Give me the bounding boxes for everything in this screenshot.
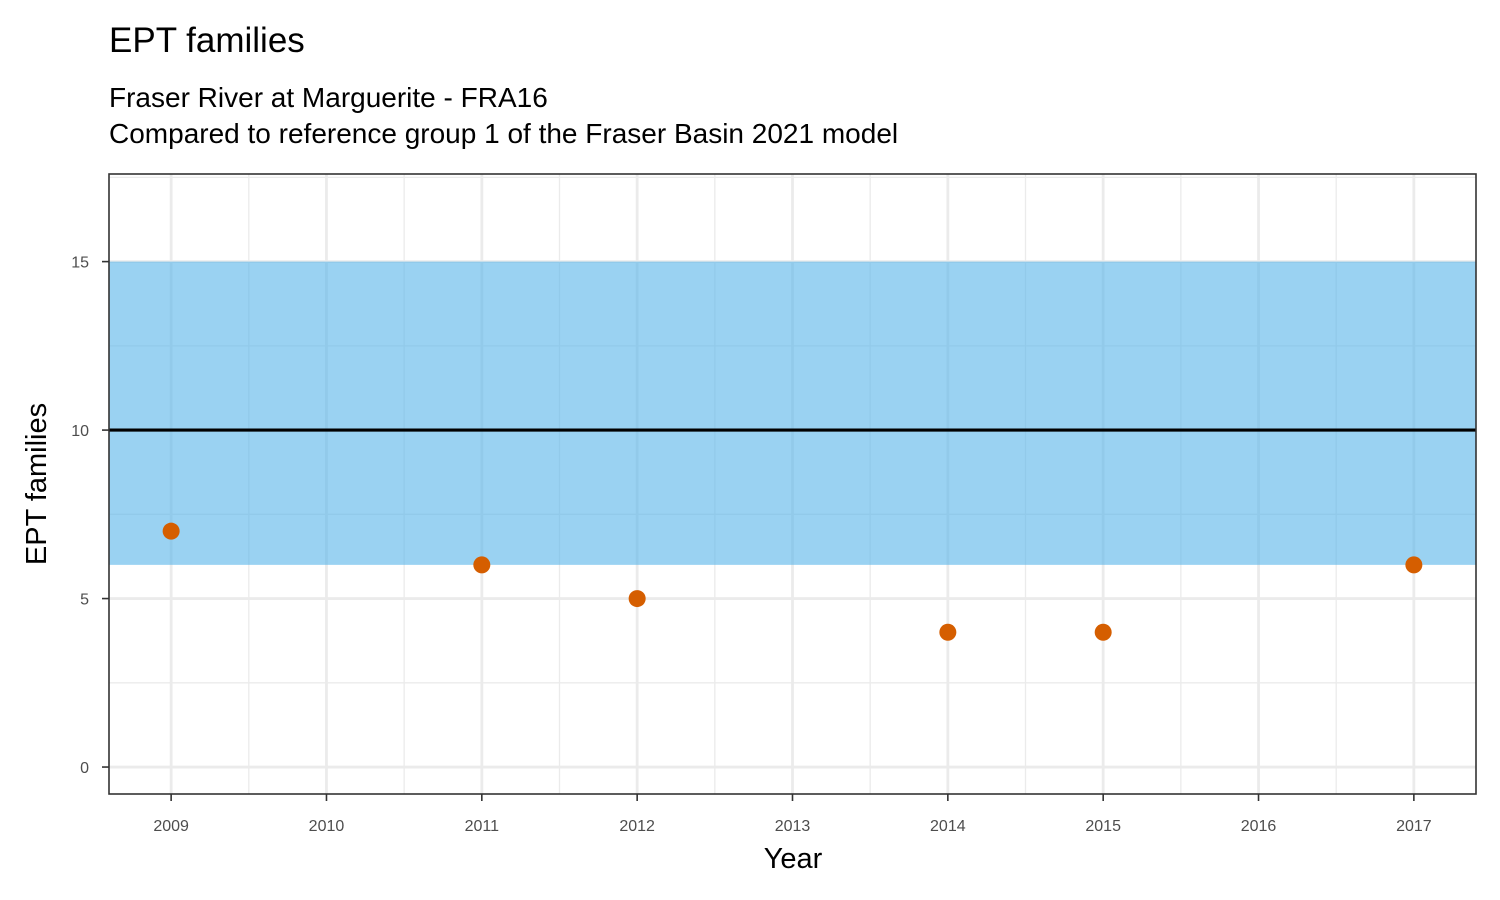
x-tick-label: 2010 [309, 818, 345, 835]
x-tick-label: 2017 [1396, 818, 1432, 835]
x-tick-label: 2011 [465, 818, 500, 835]
data-point [162, 522, 180, 540]
x-tick-label: 2013 [775, 818, 811, 835]
chart-subtitle-line-1: Fraser River at Marguerite - FRA16 [109, 82, 548, 113]
plot-area: 2009 2010 2011 2012 2013 2014 2015 2016 2017 0 5 10… [71, 173, 1477, 835]
chart-title: EPT families [109, 21, 305, 60]
x-tick-label: 2016 [1241, 818, 1277, 835]
y-tick-label: 0 [80, 760, 89, 777]
y-tick-label: 5 [80, 592, 89, 609]
data-point [939, 623, 957, 641]
data-point [1094, 623, 1112, 641]
chart-subtitle-line-2: Compared to reference group 1 of the Fra… [109, 118, 898, 149]
y-tick-label: 10 [71, 423, 89, 440]
data-point [473, 556, 491, 574]
data-point [1405, 556, 1423, 574]
x-axis-title: Year [764, 843, 823, 875]
x-tick-label: 2009 [153, 818, 189, 835]
y-tick-label: 15 [71, 255, 89, 272]
x-tick-label: 2014 [930, 818, 966, 835]
data-point [628, 590, 646, 608]
x-tick-label: 2012 [619, 818, 655, 835]
x-tick-label: 2015 [1085, 818, 1121, 835]
reference-band [109, 261, 1476, 565]
y-axis-title: EPT families [21, 403, 53, 565]
